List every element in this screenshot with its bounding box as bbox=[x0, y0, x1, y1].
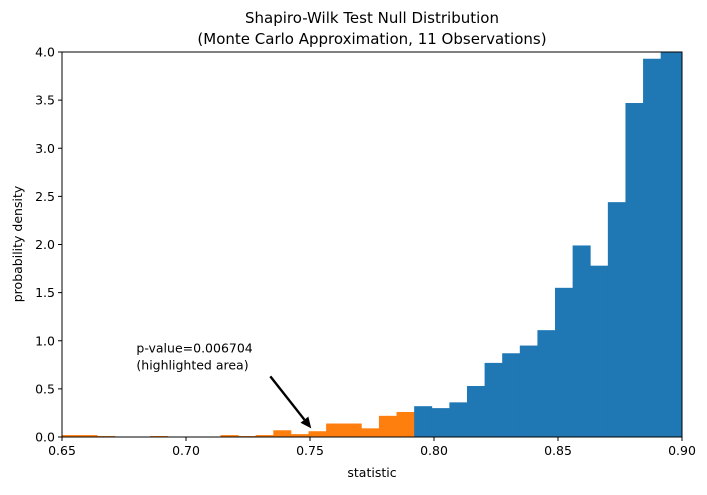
x-tick-label: 0.65 bbox=[48, 443, 76, 458]
y-tick-label: 4.0 bbox=[35, 45, 55, 60]
bar-highlighted-0 bbox=[62, 435, 81, 437]
x-tick-label: 0.90 bbox=[668, 443, 696, 458]
x-tick-label: 0.75 bbox=[296, 443, 324, 458]
bar-highlighted-13 bbox=[290, 434, 309, 437]
y-tick-label: 1.0 bbox=[35, 333, 55, 348]
annotation-text: (highlighted area) bbox=[136, 357, 248, 372]
annotation-arrow-shaft bbox=[269, 375, 306, 421]
bar-main-5 bbox=[502, 353, 521, 437]
bar-highlighted-18 bbox=[378, 415, 397, 437]
bar-main-10 bbox=[590, 265, 609, 437]
y-tick-label: 0.5 bbox=[35, 381, 55, 396]
y-tick-label: 3.5 bbox=[35, 93, 55, 108]
bar-main-0 bbox=[414, 406, 433, 437]
y-tick-label: 2.0 bbox=[35, 237, 55, 252]
bar-highlighted-11 bbox=[255, 435, 274, 437]
axes-layer: 0.65 0.70 0.75 0.80 0.85 0.90 0.0 0.5 1.0 1.5 2.0 2… bbox=[35, 45, 696, 459]
bar-main-8 bbox=[555, 287, 574, 437]
annotation-text: p-value=0.006704 bbox=[136, 340, 252, 355]
bar-highlighted-14 bbox=[308, 431, 327, 437]
bar-main-4 bbox=[484, 362, 503, 437]
x-tick-label: 0.85 bbox=[544, 443, 572, 458]
bar-main-14 bbox=[660, 52, 679, 437]
bars-layer bbox=[62, 52, 682, 437]
bar-main-2 bbox=[449, 402, 468, 437]
bar-main-12 bbox=[625, 103, 644, 437]
x-tick-label: 0.80 bbox=[420, 443, 448, 458]
bar-main-1 bbox=[431, 408, 450, 437]
y-tick-label: 3.0 bbox=[35, 141, 55, 156]
bar-main-3 bbox=[466, 385, 485, 437]
annotation-arrow-head bbox=[300, 416, 312, 429]
chart-title: Shapiro-Wilk Test Null Distribution bbox=[245, 9, 499, 27]
bar-main-6 bbox=[519, 345, 538, 437]
bar-main-7 bbox=[537, 330, 556, 437]
bar-highlighted-1 bbox=[79, 435, 98, 437]
bar-main-9 bbox=[572, 245, 591, 437]
y-axis-label: probability density bbox=[10, 185, 25, 302]
bar-highlighted-15 bbox=[326, 423, 345, 437]
bar-highlighted-19 bbox=[396, 411, 415, 437]
bar-highlighted-12 bbox=[273, 430, 292, 437]
y-tick-label: 1.5 bbox=[35, 285, 55, 300]
annotation-layer: p-value=0.006704 (highlighted area) bbox=[136, 340, 312, 429]
chart-subtitle: (Monte Carlo Approximation, 11 Observati… bbox=[197, 30, 546, 48]
y-tick-label: 0.0 bbox=[35, 430, 55, 445]
bar-main-11 bbox=[607, 202, 626, 437]
bar-highlighted-16 bbox=[343, 423, 362, 437]
y-tick-label: 2.5 bbox=[35, 189, 55, 204]
x-axis-label: statistic bbox=[347, 465, 396, 480]
x-tick-label: 0.70 bbox=[172, 443, 200, 458]
bar-main-13 bbox=[643, 58, 662, 437]
bar-highlighted-17 bbox=[361, 428, 380, 437]
bar-main-15 bbox=[678, 52, 682, 437]
bar-highlighted-9 bbox=[220, 435, 239, 437]
